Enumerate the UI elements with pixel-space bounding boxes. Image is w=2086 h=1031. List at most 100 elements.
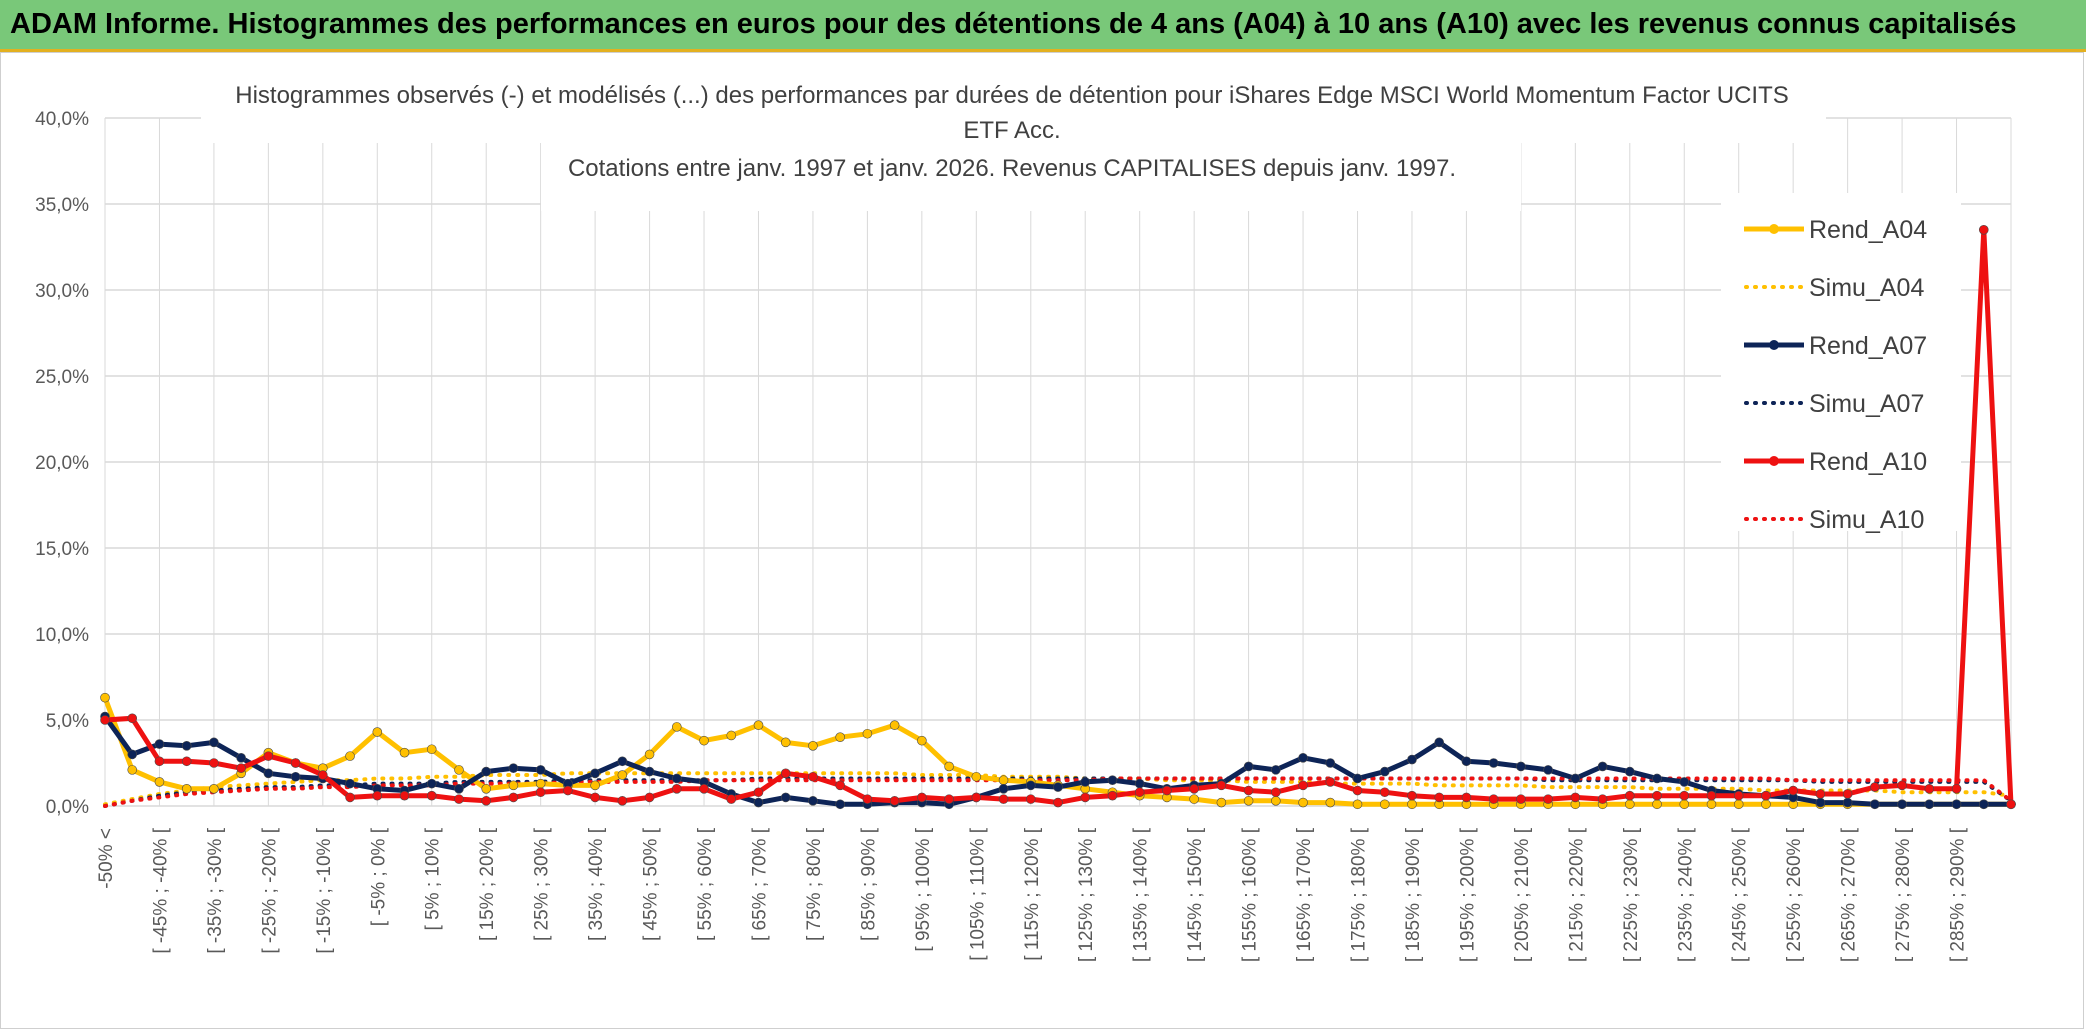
data-point-Rend_A10 [508,792,519,803]
data-point-Rend_A04 [835,732,845,743]
data-point-Rend_A04 [671,722,682,732]
data-point-Rend_A10 [318,770,328,780]
data-point-Rend_A04 [1271,796,1281,806]
data-point-Rend_A07 [1978,799,1989,810]
data-point-Rend_A10 [1815,789,1826,799]
data-point-Rend_A10 [644,792,655,803]
data-point-Rend_A07 [1379,766,1390,777]
data-point-Rend_A10 [617,796,628,806]
data-point-Rend_A04 [617,770,628,780]
data-point-Rend_A10 [1488,794,1499,804]
data-point-Rend_A04 [181,783,192,794]
data-point-Rend_A10 [1570,792,1581,803]
data-point-Rend_A04 [889,720,900,730]
data-point-Rend_A04 [454,765,464,775]
data-point-Rend_A10 [1298,780,1308,791]
data-point-Rend_A07 [454,783,464,794]
x-tick-label: [ 225% ; 230% [ [1621,827,1642,962]
data-point-Rend_A04 [590,780,600,791]
data-point-Rend_A10 [1107,790,1118,801]
x-tick-label: [ 275% ; 280% [ [1893,827,1914,962]
data-point-Rend_A07 [1107,775,1118,786]
data-point-Rend_A07 [1842,797,1853,808]
x-tick-label: [ 45% ; 50% [ [641,827,662,941]
data-point-Rend_A04 [644,749,655,760]
data-point-Rend_A10 [1325,777,1336,787]
data-point-Rend_A10 [1788,785,1798,796]
data-point-Rend_A10 [1053,797,1063,808]
data-point-Rend_A10 [1025,794,1036,804]
legend-label-Simu_A07: Simu_A07 [1809,390,1924,418]
data-point-Rend_A10 [726,794,737,804]
x-tick-label: [ 215% ; 220% [ [1566,827,1587,962]
data-point-Rend_A07 [1597,761,1608,772]
performance-histogram-chart: 0,0% 5,0% 10,0% 15,0% 20,0% 25,0% 30,0% 35,0% 40… [35,73,2016,962]
x-tick-label: [ -5% ; 0% [ [368,827,389,926]
data-point-Rend_A07 [1951,799,1962,810]
data-point-Rend_A10 [1189,783,1199,794]
data-point-Rend_A07 [127,749,138,760]
data-point-Rend_A07 [481,766,492,777]
x-tick-label: [ 85% ; 90% [ [858,827,879,941]
x-tick-label: [ 55% ; 60% [ [695,827,716,941]
data-point-Rend_A10 [1652,790,1662,801]
x-tick-label: [ 195% ; 200% [ [1457,827,1478,962]
data-point-Rend_A07 [780,792,791,803]
y-tick-label: 35,0% [35,195,89,216]
data-point-Rend_A04 [481,783,492,794]
data-point-Rend_A07 [508,763,519,773]
data-point-Rend_A10 [426,790,437,801]
data-point-Rend_A10 [209,758,219,768]
chart-title-background [201,73,1826,143]
data-point-Rend_A04 [971,771,982,782]
data-point-Rend_A10 [1978,225,1989,235]
data-point-Rend_A10 [1271,787,1281,798]
data-point-Rend_A04 [1733,799,1744,810]
data-point-Rend_A04 [508,780,519,791]
x-tick-label: [ 235% ; 240% [ [1675,827,1696,962]
legend-label-Simu_A10: Simu_A10 [1809,506,1924,534]
data-point-Rend_A07 [1543,765,1553,775]
x-tick-label: [ 175% ; 180% [ [1349,827,1370,962]
y-tick-label: 10,0% [35,625,89,646]
data-point-Rend_A10 [399,790,410,801]
data-point-Rend_A07 [1625,766,1635,777]
data-point-Rend_A10 [127,713,138,724]
data-point-Rend_A10 [998,794,1009,804]
x-tick-label: [ 155% ; 160% [ [1240,827,1261,962]
data-point-Rend_A07 [1271,765,1281,775]
data-point-Rend_A10 [1461,792,1472,803]
data-point-Rend_A07 [671,773,682,784]
data-point-Rend_A07 [998,783,1009,794]
data-point-Rend_A10 [1842,789,1853,799]
data-point-Rend_A04 [1706,799,1717,810]
data-point-Rend_A07 [290,771,301,782]
data-point-Rend_A10 [1761,790,1771,801]
data-point-Rend_A04 [862,728,873,739]
x-tick-label: [ -45% ; -40% [ [150,827,171,953]
x-tick-label: [ 5% ; 10% [ [423,827,444,930]
data-point-Rend_A10 [944,794,954,804]
data-point-Rend_A07 [209,737,219,748]
legend-background [1721,193,1961,531]
data-point-Rend_A10 [154,756,165,767]
x-tick-label: [ -35% ; -30% [ [205,827,226,953]
legend-marker-Rend_A04 [1769,224,1779,234]
data-point-Rend_A04 [1189,794,1199,804]
data-point-Rend_A07 [1679,777,1690,787]
data-point-Rend_A04 [699,735,709,746]
data-point-Rend_A10 [2006,799,2016,810]
data-point-Rend_A10 [563,785,573,796]
y-tick-label: 30,0% [35,281,89,302]
x-tick-label: [ 185% ; 190% [ [1403,827,1424,962]
data-point-Rend_A04 [535,778,546,789]
data-point-Rend_A07 [345,778,355,789]
data-point-Rend_A07 [1516,761,1526,772]
data-point-Rend_A04 [808,740,818,751]
data-point-Rend_A04 [944,761,954,772]
data-point-Rend_A07 [1134,778,1145,789]
data-point-Rend_A10 [1216,780,1227,791]
data-point-Rend_A07 [1924,799,1935,810]
data-point-Rend_A10 [1352,785,1363,796]
x-tick-label: [ 135% ; 140% [ [1131,827,1152,962]
